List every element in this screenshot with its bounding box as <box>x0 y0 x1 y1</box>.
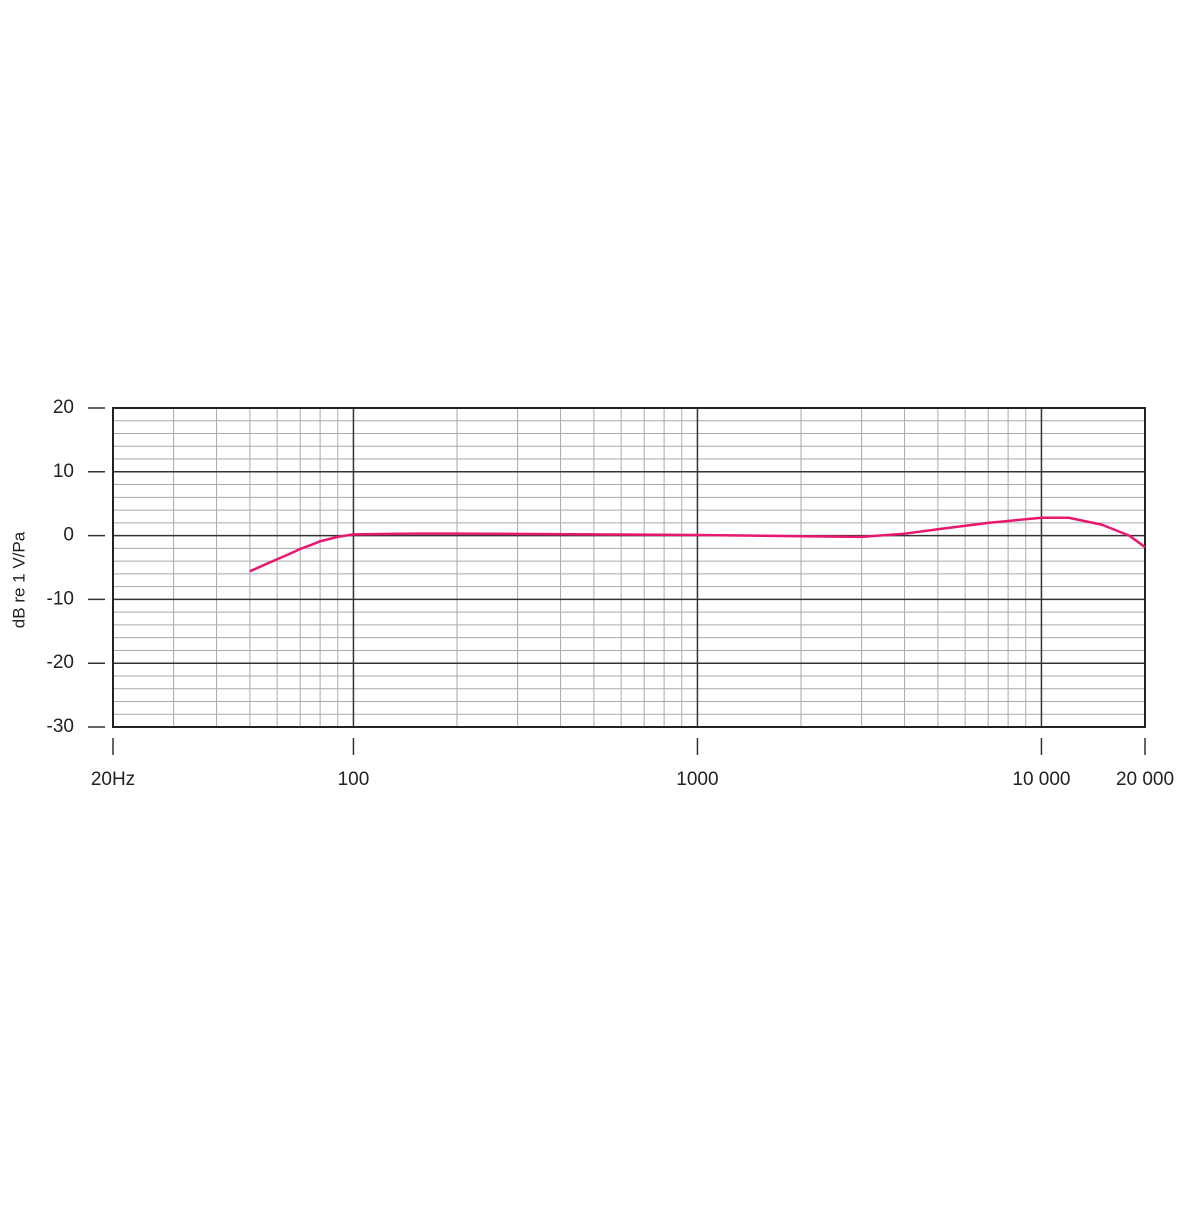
y-tick-label: 10 <box>53 461 74 482</box>
y-tick-label: 0 <box>63 525 74 546</box>
y-axis-label: dB re 1 V/Pa <box>9 531 28 628</box>
x-tick-label: 10 000 <box>1012 769 1070 790</box>
response-curve <box>249 516 1146 573</box>
x-tick-label: 20Hz <box>91 769 135 790</box>
y-tick-label: 20 <box>53 397 74 418</box>
x-tick-label: 1000 <box>676 769 718 790</box>
y-tick-label: -10 <box>47 588 74 609</box>
y-tick-label: -30 <box>47 716 74 737</box>
y-tick-label: -20 <box>47 652 74 673</box>
x-tick-label: 20 000 <box>1116 769 1174 790</box>
plot-frame <box>112 407 1146 728</box>
x-tick-label: 100 <box>338 769 370 790</box>
